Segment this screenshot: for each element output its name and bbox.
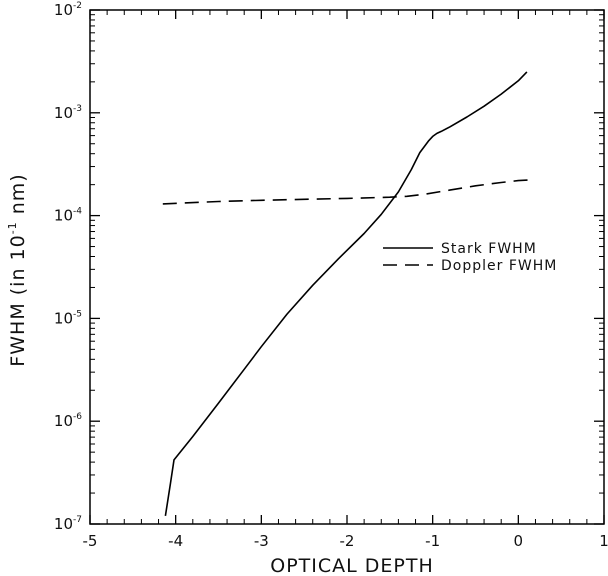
x-axis-title: OPTICAL DEPTH <box>270 555 434 576</box>
y-axis-title-prefix: FWHM (in 10 <box>7 234 29 366</box>
x-axis-ticks: -5 -4 -3 -2 -1 0 1 <box>83 10 608 550</box>
legend-label: Stark FWHM <box>441 241 537 257</box>
x-tick-label: 0 <box>514 532 524 550</box>
series-line-stark-fwhm <box>164 71 528 517</box>
x-tick-label: -2 <box>340 532 355 550</box>
y-tick-label: 10-3 <box>54 104 82 122</box>
y-tick-label: 10-4 <box>54 207 82 225</box>
x-tick-label: -4 <box>168 532 183 550</box>
y-axis-title: FWHM (in 10-1 nm) <box>6 173 29 366</box>
x-tick-label: -5 <box>83 532 98 550</box>
y-axis-title-suffix: nm) <box>7 173 29 221</box>
y-axis-title-exponent: -1 <box>6 221 19 234</box>
series-lines <box>162 71 529 517</box>
x-tick-label: 1 <box>599 532 608 550</box>
y-tick-label: 10-7 <box>54 515 82 533</box>
y-axis-ticks: 10-7 10-6 10-5 10-4 10-3 10-2 <box>54 1 604 533</box>
y-tick-label: 10-2 <box>54 1 82 19</box>
y-tick-label: 10-6 <box>54 412 82 430</box>
legend-label: Doppler FWHM <box>441 258 557 274</box>
x-tick-label: -1 <box>425 532 440 550</box>
y-tick-label: 10-5 <box>54 309 82 327</box>
x-tick-label: -3 <box>254 532 269 550</box>
series-line-doppler-fwhm <box>162 179 529 205</box>
